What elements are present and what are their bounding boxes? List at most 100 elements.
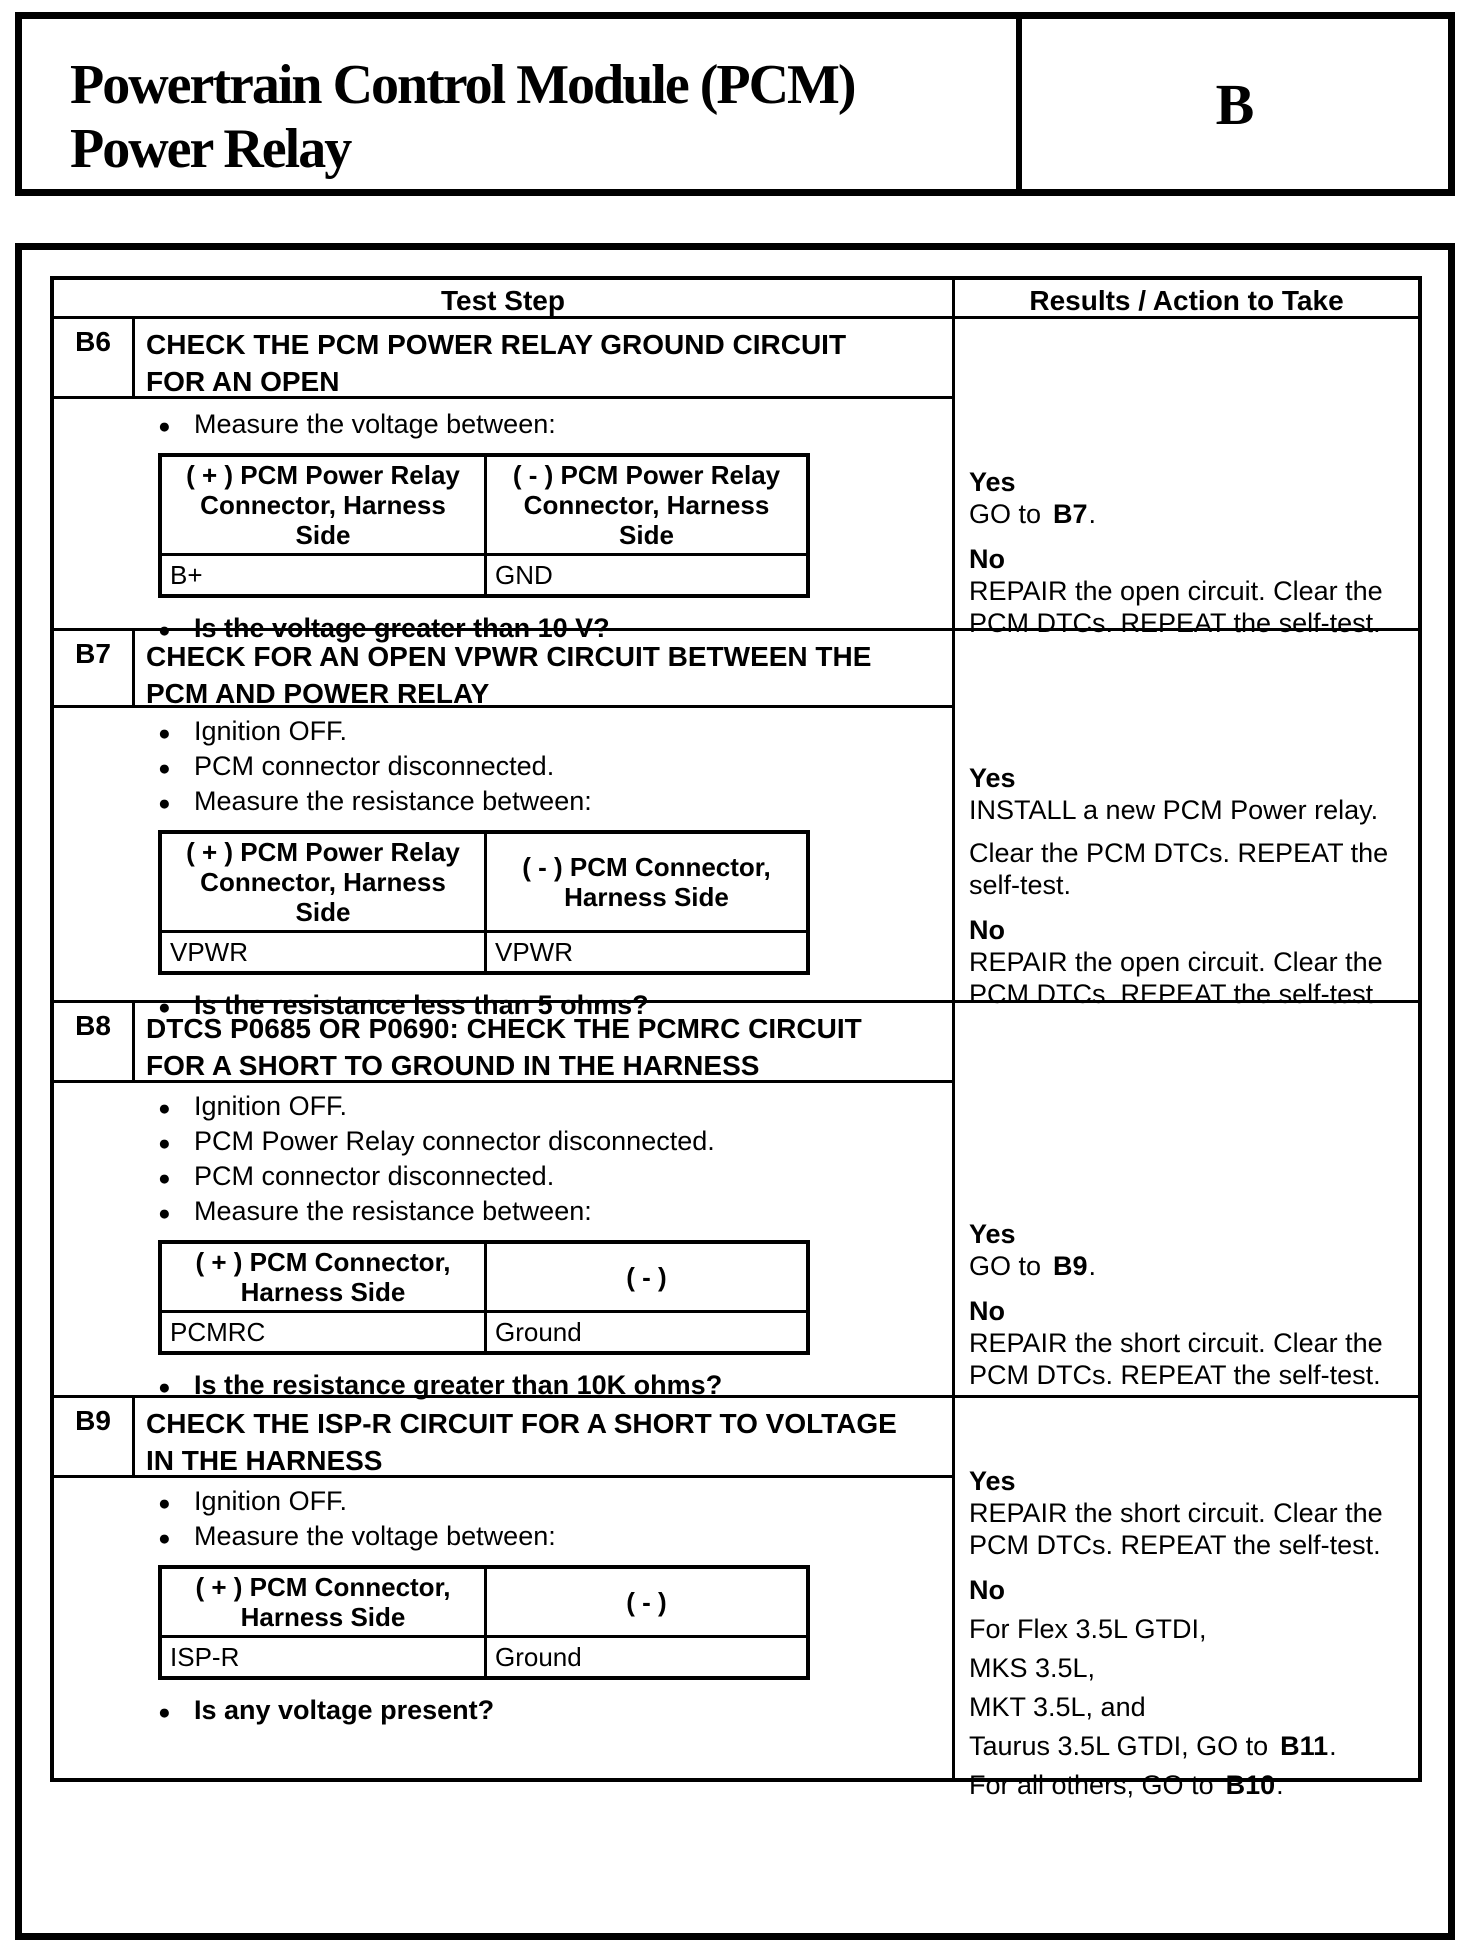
action-line: REPAIR the short circuit. Clear the PCM … <box>969 1328 1383 1390</box>
bullet-icon: ● <box>158 722 171 745</box>
bullet-text: Measure the voltage between: <box>194 409 556 439</box>
bullet-icon: ● <box>158 1376 171 1399</box>
bullet-item: ● PCM connector disconnected. <box>158 1160 952 1195</box>
title-row-divider <box>54 396 955 399</box>
step-id-b9: B9 <box>75 1405 111 1436</box>
meter-positive-header: ( + ) PCM Power Relay Connector, Harness… <box>162 457 484 556</box>
step-content-b7: ● Ignition OFF. ● PCM connector disconnect… <box>54 705 952 1024</box>
action-line: Clear the PCM DTCs. REPEAT the self-test… <box>969 838 1389 900</box>
bullet-text: Measure the resistance between: <box>194 786 592 816</box>
title-row-divider <box>54 1080 955 1083</box>
test-table: Test Step Results / Action to Take B6 CH… <box>50 276 1422 1800</box>
results-cell-b9: Yes REPAIR the short circuit. Clear the … <box>955 1395 1418 1801</box>
bullet-text: PCM connector disconnected. <box>194 1161 555 1191</box>
step-id-divider <box>132 628 135 708</box>
bullet-icon: ● <box>158 1167 171 1190</box>
question: ● Is the voltage greater than 10 V? <box>158 612 952 647</box>
action-line: REPAIR the short circuit. Clear the PCM … <box>969 1498 1383 1560</box>
bullet-item: ● Ignition OFF. <box>158 1090 952 1125</box>
header-box: Powertrain Control Module (PCM) Power Re… <box>15 12 1455 196</box>
meter-negative-header: ( - ) <box>484 1569 806 1638</box>
meter-negative-header: ( - ) <box>484 1244 806 1313</box>
step-id-divider <box>132 316 135 399</box>
meter-positive-header: ( + ) PCM Connector, Harness Side <box>162 1569 484 1638</box>
bullet-item: ● Measure the resistance between: <box>158 785 952 820</box>
no-label: No <box>969 544 1005 574</box>
bullet-icon: ● <box>158 757 171 780</box>
meter-positive-value: PCMRC <box>170 1317 266 1347</box>
results-column-header: Results / Action to Take <box>1029 285 1344 316</box>
action-line: GO to B9. <box>969 1251 1097 1281</box>
measurement-table: ( + ) PCM Connector, Harness Side ( - ) … <box>158 1565 810 1680</box>
step-id-divider <box>132 1000 135 1083</box>
action-line: For all others, GO to B10. <box>969 1770 1284 1800</box>
step-content-b6: ● Measure the voltage between: ( + ) PCM … <box>54 396 952 647</box>
yes-label: Yes <box>969 763 1016 793</box>
meter-positive-value: ISP-R <box>170 1642 240 1672</box>
results-cell-b8: Yes GO to B9. No REPAIR the short circuit… <box>955 1000 1418 1391</box>
action-line: MKT 3.5L, and <box>969 1692 1146 1722</box>
bullet-text: Measure the resistance between: <box>194 1196 592 1226</box>
header-section-cell: B <box>1022 19 1448 189</box>
bullet-item: ● PCM connector disconnected. <box>158 750 952 785</box>
bullet-text: Ignition OFF. <box>194 1091 348 1121</box>
bullet-icon: ● <box>158 792 171 815</box>
measurement-table: ( + ) PCM Power Relay Connector, Harness… <box>158 453 810 598</box>
step-reference: B11 <box>1280 1731 1329 1761</box>
results-cell-b7: Yes INSTALL a new PCM Power relay. Clear… <box>955 628 1418 1010</box>
step-title-b9: CHECK THE ISP-R CIRCUIT FOR A SHORT TO V… <box>146 1408 897 1476</box>
yes-label: Yes <box>969 467 1016 497</box>
question-text: Is the voltage greater than 10 V? <box>194 613 610 643</box>
action-line: INSTALL a new PCM Power relay. <box>969 795 1379 825</box>
step-id-b8: B8 <box>75 1010 111 1041</box>
action-line: For Flex 3.5L GTDI, <box>969 1614 1207 1644</box>
question: ● Is any voltage present? <box>158 1694 952 1729</box>
step-id-b6: B6 <box>75 326 111 357</box>
step-content-b9: ● Ignition OFF. ● Measure the voltage betw… <box>54 1475 952 1729</box>
question: ● Is the resistance less than 5 ohms? <box>158 989 952 1024</box>
bullet-icon: ● <box>158 1202 171 1225</box>
bullet-icon: ● <box>158 996 171 1019</box>
bullet-text: PCM Power Relay connector disconnected. <box>194 1126 715 1156</box>
action-line: GO to B7. <box>969 499 1097 529</box>
results-column-divider <box>952 280 955 1778</box>
bullet-icon: ● <box>158 415 171 438</box>
bullet-text: PCM connector disconnected. <box>194 751 555 781</box>
title-row-divider <box>54 1475 955 1478</box>
action-line: REPAIR the open circuit. Clear the PCM D… <box>969 576 1383 638</box>
meter-positive-value: VPWR <box>170 937 248 967</box>
bullet-icon: ● <box>158 1492 171 1515</box>
step-id-b7: B7 <box>75 638 111 669</box>
meter-negative-value: Ground <box>484 1638 806 1676</box>
step-divider <box>54 1395 1418 1398</box>
step-divider <box>54 628 1418 631</box>
bullet-item: ● Measure the voltage between: <box>158 408 952 443</box>
content-box <box>15 243 1455 1940</box>
measurement-table: ( + ) PCM Connector, Harness Side ( - ) … <box>158 1240 810 1355</box>
meter-negative-header: ( - ) PCM Power Relay Connector, Harness… <box>484 457 806 556</box>
step-title-b8: DTCS P0685 OR P0690: CHECK THE PCMRC CIR… <box>146 1013 862 1081</box>
title-row-divider <box>54 705 955 708</box>
results-cell-b6: Yes GO to B7. No REPAIR the open circuit.… <box>955 316 1418 639</box>
bullet-icon: ● <box>158 1527 171 1550</box>
no-label: No <box>969 1296 1005 1326</box>
step-reference: B7 <box>1053 499 1088 529</box>
step-id-divider <box>132 1395 135 1478</box>
section-letter: B <box>1215 71 1255 137</box>
meter-positive-header: ( + ) PCM Power Relay Connector, Harness… <box>162 834 484 933</box>
test-step-column-header: Test Step <box>441 285 565 316</box>
bullet-item: ● Measure the voltage between: <box>158 1520 952 1555</box>
meter-negative-value: VPWR <box>484 933 806 971</box>
action-line: REPAIR the open circuit. Clear the PCM D… <box>969 947 1383 1009</box>
action-line: Taurus 3.5L GTDI, GO to B11. <box>969 1731 1337 1761</box>
yes-label: Yes <box>969 1466 1016 1496</box>
header-row-divider <box>54 316 1418 319</box>
measurement-table: ( + ) PCM Power Relay Connector, Harness… <box>158 830 810 975</box>
step-reference: B9 <box>1053 1251 1088 1281</box>
question-text: Is the resistance less than 5 ohms? <box>194 990 649 1020</box>
bullet-text: Ignition OFF. <box>194 1486 348 1516</box>
meter-positive-value: B+ <box>170 560 203 590</box>
bullet-icon: ● <box>158 1701 171 1724</box>
step-title-b6: CHECK THE PCM POWER RELAY GROUND CIRCUIT… <box>146 329 847 397</box>
